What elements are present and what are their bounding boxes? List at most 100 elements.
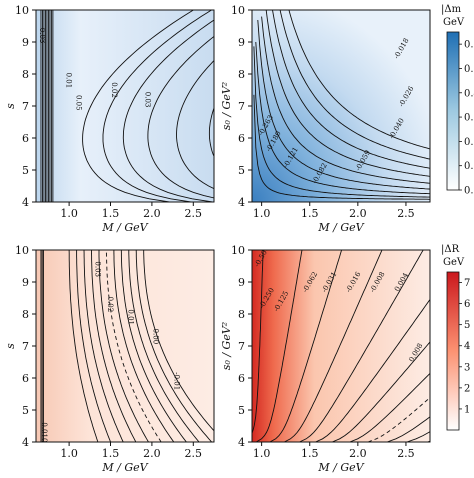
contour-label: 0.02 (106, 297, 114, 313)
y-tick-label: 9 (238, 36, 245, 49)
y-tick-label: 8 (238, 68, 245, 81)
colorbar-unit: GeV (443, 257, 465, 268)
colorbar-tick-label: 0.6 (464, 40, 474, 51)
y-tick-label: 9 (238, 276, 245, 289)
svg-text:0.02: 0.02 (106, 297, 114, 313)
x-tick-label: 2.5 (185, 207, 203, 220)
colorbar-gradient (447, 32, 459, 190)
x-axis-label: M / GeV (101, 221, 148, 234)
y-tick-label: 6 (22, 372, 29, 385)
colorbar-title: |ΔR (441, 244, 460, 255)
y-tick-label: 8 (22, 308, 29, 321)
contour-label: 0.02 (110, 82, 118, 98)
y-tick-label: 7 (238, 100, 245, 113)
x-tick-label: 2.0 (349, 207, 367, 220)
x-tick-label: 2.0 (349, 447, 367, 460)
y-tick-label: 6 (238, 132, 245, 145)
y-tick-label: 9 (22, 36, 29, 49)
x-tick-label: 1.0 (60, 447, 78, 460)
contour-label: 0.00 (152, 329, 160, 345)
x-tick-label: 1.5 (301, 447, 319, 460)
y-tick-label: 5 (238, 164, 245, 177)
contour-label: 0.05 (75, 95, 83, 111)
colorbar-unit: GeV (443, 17, 465, 28)
contour-label: 0.03 (94, 261, 102, 277)
y-tick-label: 5 (22, 164, 29, 177)
x-tick-label: 1.5 (102, 207, 120, 220)
contour-label: 0.03 (143, 92, 151, 108)
x-tick-label: 2.0 (143, 447, 161, 460)
x-tick-label: 2.5 (397, 447, 415, 460)
svg-text:0.03: 0.03 (94, 261, 102, 277)
x-tick-label: 1.0 (253, 207, 271, 220)
x-tick-label: 1.0 (60, 207, 78, 220)
contour-label: 0.01 (65, 73, 73, 89)
y-tick-label: 10 (15, 4, 29, 17)
svg-text:0.00: 0.00 (152, 329, 160, 345)
y-tick-label: 5 (238, 404, 245, 417)
x-axis-label: M / GeV (101, 461, 148, 474)
colorbar-tick-label: 1 (464, 404, 470, 415)
colorbar-tick-label: 0.1 (464, 161, 474, 172)
y-tick-label: 8 (22, 68, 29, 81)
colorbar-tick-label: 5 (464, 320, 470, 331)
y-tick-label: 10 (15, 244, 29, 257)
y-tick-label: 5 (22, 404, 29, 417)
y-tick-label: 7 (22, 100, 29, 113)
colorbar-tick-label: 0.4 (464, 88, 474, 99)
colorbar-tick-label: 0.3 (464, 113, 474, 124)
y-tick-label: 8 (238, 308, 245, 321)
x-tick-label: 1.5 (301, 207, 319, 220)
x-tick-label: 1.0 (253, 447, 271, 460)
x-tick-label: 2.0 (143, 207, 161, 220)
heatmap-field (36, 10, 214, 202)
contour-label: 0.03 (38, 28, 46, 44)
y-tick-label: 6 (22, 132, 29, 145)
colorbar-tick-label: 3 (464, 362, 470, 373)
y-tick-label: 7 (238, 340, 245, 353)
colorbar-tick-label: 4 (464, 341, 470, 352)
colorbar-tick-label: 0.0 (464, 186, 474, 197)
contour-label: 0.010 (40, 422, 48, 442)
x-axis-label: M / GeV (317, 461, 364, 474)
svg-text:-0.01: -0.01 (172, 372, 180, 390)
y-tick-label: 4 (238, 436, 245, 449)
x-tick-label: 1.5 (102, 447, 120, 460)
colorbar-tick-label: 2 (464, 383, 470, 394)
contour-label: 0.01 (127, 309, 135, 325)
y-axis-label: s₀ / GeV² (220, 322, 233, 370)
y-tick-label: 10 (231, 244, 245, 257)
x-tick-label: 2.5 (397, 207, 415, 220)
colorbar: |ΔR GeV 1 2 3 4 5 6 7 (441, 244, 470, 430)
panel-bottom-right: -0.500-0.250-0.125-0.062-0.031-0.016-0.0… (220, 244, 474, 474)
y-tick-label: 6 (238, 372, 245, 385)
heatmap-field (36, 250, 214, 442)
y-tick-label: 7 (22, 340, 29, 353)
panel-top-right: -0.018-0.026-0.040-0.059-0.082-0.121-0.1… (220, 0, 474, 234)
x-axis-label: M / GeV (317, 221, 364, 234)
svg-text:0.02: 0.02 (110, 82, 118, 98)
y-tick-label: 4 (22, 196, 29, 209)
svg-text:0.03: 0.03 (38, 28, 46, 44)
y-tick-label: 4 (238, 196, 245, 209)
svg-text:0.05: 0.05 (75, 95, 83, 111)
y-tick-label: 9 (22, 276, 29, 289)
contour-label: -0.01 (172, 372, 180, 390)
svg-text:0.03: 0.03 (143, 92, 151, 108)
y-axis-label: s (4, 343, 17, 349)
y-axis-label: s (4, 103, 17, 109)
svg-text:0.01: 0.01 (127, 309, 135, 325)
colorbar-tick-label: 7 (464, 278, 470, 289)
svg-text:0.01: 0.01 (65, 73, 73, 89)
y-tick-label: 10 (231, 4, 245, 17)
colorbar-gradient (447, 272, 459, 430)
y-axis-label: s₀ / GeV² (220, 82, 233, 130)
colorbar-tick-label: 0.2 (464, 137, 474, 148)
y-tick-label: 4 (22, 436, 29, 449)
svg-text:0.010: 0.010 (40, 422, 48, 442)
colorbar-tick-label: 6 (464, 299, 470, 310)
colorbar-title: |Δm (441, 4, 462, 15)
